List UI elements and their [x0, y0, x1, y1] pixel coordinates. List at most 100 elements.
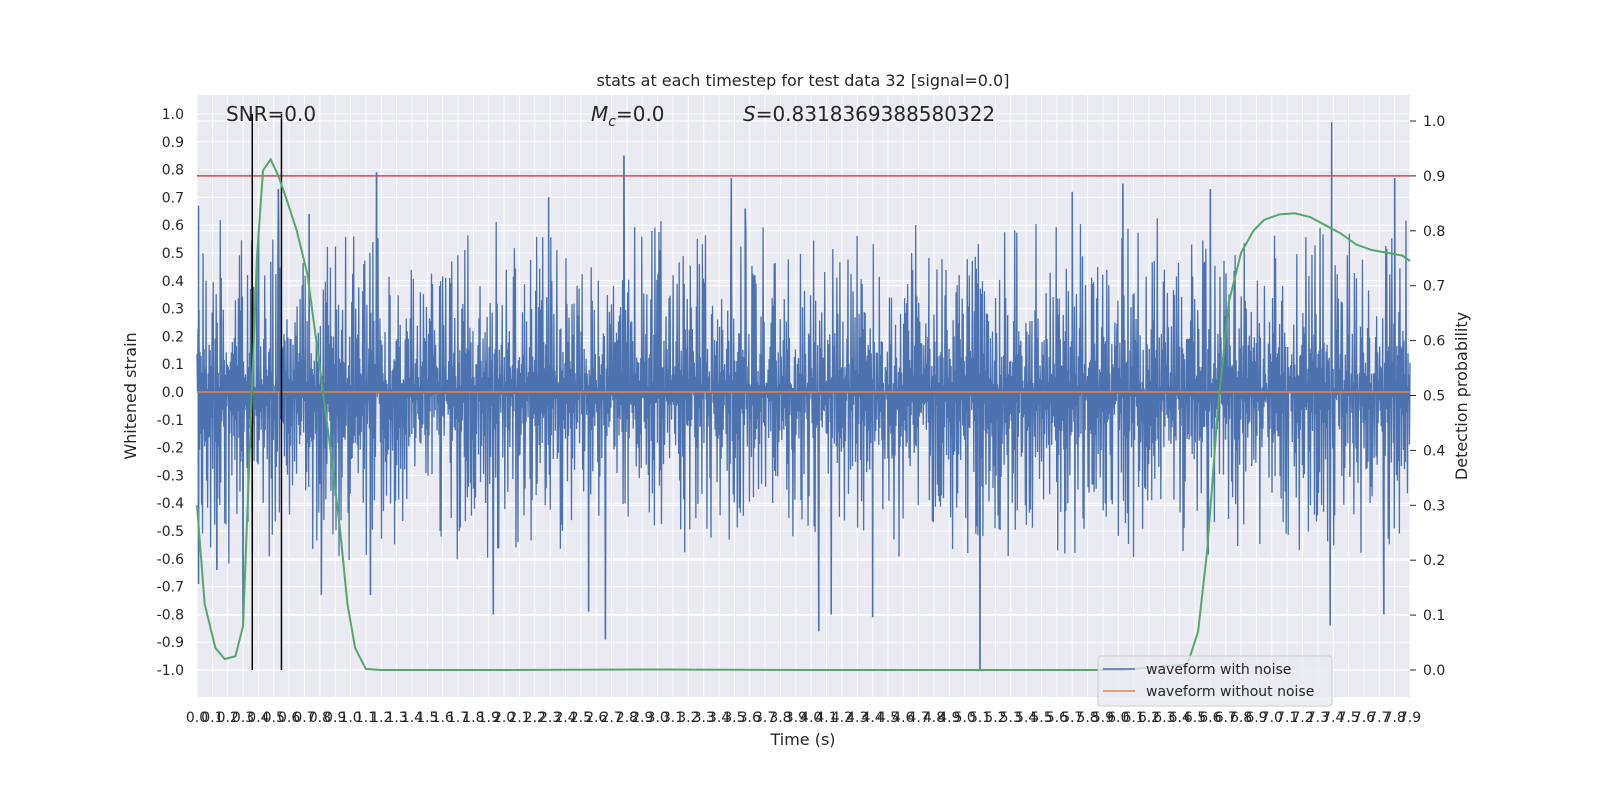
x-tick-label: 0.6 [278, 710, 300, 726]
x-tick-label: 4.8 [923, 710, 945, 726]
x-tick-label: 2.9 [631, 710, 653, 726]
x-tick-label: 4.9 [938, 710, 960, 726]
x-tick-label: 1.1 [355, 710, 377, 726]
right-y-tick-label: 0.9 [1423, 169, 1445, 185]
x-tick-label: 6.0 [1107, 710, 1129, 726]
x-tick-label: 0.4 [247, 710, 269, 726]
x-tick-label: 4.3 [846, 710, 868, 726]
x-tick-label: 2.3 [539, 710, 561, 726]
right-y-tick-label: 0.5 [1423, 389, 1445, 405]
y-tick-label: 1.0 [162, 107, 184, 123]
score-value: =0.8318369388580322 [756, 102, 995, 126]
y-tick-label: 0.6 [162, 218, 184, 234]
legend: waveform with noise waveform without noi… [1097, 655, 1333, 707]
x-tick-label: 5.8 [1076, 710, 1098, 726]
x-tick-label: 0.8 [309, 710, 331, 726]
x-tick-label: 4.4 [861, 710, 883, 726]
x-tick-label: 3.4 [708, 710, 730, 726]
y-tick-label: 0.1 [162, 357, 184, 373]
y-tick-label: 0.7 [162, 190, 184, 206]
right-y-tick-label: 0.6 [1423, 334, 1445, 350]
x-axis-label: Time (s) [769, 730, 835, 749]
x-tick-label: 2.0 [493, 710, 515, 726]
x-tick-label: 1.4 [401, 710, 423, 726]
x-tick-label: 2.2 [524, 710, 546, 726]
x-tick-label: 7.0 [1261, 710, 1283, 726]
right-y-tick-label: 0.1 [1423, 608, 1445, 624]
x-tick-label: 7.1 [1276, 710, 1298, 726]
right-y-tick-label: 1.0 [1423, 114, 1445, 130]
x-tick-label: 5.6 [1046, 710, 1068, 726]
x-tick-label: 7.8 [1384, 710, 1406, 726]
x-tick-label: 2.4 [554, 710, 576, 726]
x-tick-label: 1.7 [447, 710, 469, 726]
y-tick-label: -0.9 [157, 635, 184, 651]
probability-series [196, 157, 1411, 671]
x-tick-label: 2.6 [585, 710, 607, 726]
x-tick-label: 5.2 [984, 710, 1006, 726]
right-y-tick-label: 0.3 [1423, 498, 1445, 514]
x-tick-label: 3.1 [662, 710, 684, 726]
right-y-tick-label: 0.0 [1423, 663, 1445, 679]
x-tick-label: 3.3 [693, 710, 715, 726]
y-tick-label: -0.8 [157, 607, 184, 623]
x-tick-label: 0.5 [263, 710, 285, 726]
x-tick-label: 3.0 [647, 710, 669, 726]
x-tick-label: 6.1 [1122, 710, 1144, 726]
x-tick-label: 1.9 [478, 710, 500, 726]
x-tick-label: 7.3 [1307, 710, 1329, 726]
detection-probability-line [196, 157, 1411, 671]
left-y-ticks: 1.0 0.9 0.8 0.7 0.6 0.5 0.4 0.3 0.2 0.1 0.0 -0.1 -0.… [157, 107, 184, 679]
legend-label-clean: waveform without noise [1146, 684, 1314, 700]
x-tick-label: 4.2 [831, 710, 853, 726]
x-tick-label: 4.7 [908, 710, 930, 726]
x-tick-label: 6.3 [1153, 710, 1175, 726]
x-tick-label: 7.5 [1337, 710, 1359, 726]
x-tick-label: 0.3 [232, 710, 254, 726]
y-axis-label: Whitened strain [121, 332, 140, 459]
x-tick-label: 1.2 [370, 710, 392, 726]
score-symbol: S [743, 102, 756, 126]
legend-box [1097, 655, 1333, 707]
y-tick-label: -1.0 [157, 663, 184, 679]
chirp-mass-subscript: c [608, 114, 616, 130]
x-tick-label: 3.6 [739, 710, 761, 726]
x-tick-label: 7.6 [1353, 710, 1375, 726]
x-tick-label: 5.9 [1092, 710, 1114, 726]
right-y-tick-label: 0.8 [1423, 224, 1445, 240]
right-y-axis-label: Detection probability [1452, 312, 1471, 480]
chirp-mass-annotation: Mc=0.0 [591, 102, 665, 130]
x-tick-label: 4.0 [800, 710, 822, 726]
right-y-tick-label: 0.4 [1423, 443, 1445, 459]
x-tick-label: 0.2 [217, 710, 239, 726]
x-tick-label: 7.4 [1322, 710, 1344, 726]
x-tick-label: 6.8 [1230, 710, 1252, 726]
x-tick-label: 6.9 [1245, 710, 1267, 726]
y-tick-label: -0.4 [157, 496, 184, 512]
right-y-tick-label: 0.2 [1423, 553, 1445, 569]
snr-annotation: SNR=0.0 [226, 102, 316, 126]
y-tick-label: -0.6 [157, 552, 184, 568]
y-tick-label: 0.2 [162, 329, 184, 345]
x-tick-label: 2.8 [616, 710, 638, 726]
x-ticks: 0.00.10.20.30.40.50.60.70.80.91.01.11.21… [186, 710, 1421, 726]
x-tick-label: 2.5 [570, 710, 592, 726]
y-tick-label: -0.2 [157, 441, 184, 457]
x-tick-label: 1.8 [462, 710, 484, 726]
right-y-tick-label: 0.7 [1423, 279, 1445, 295]
y-tick-label: 0.4 [162, 274, 184, 290]
y-tick-label: -0.5 [157, 524, 184, 540]
x-tick-label: 7.7 [1368, 710, 1390, 726]
x-tick-label: 7.2 [1291, 710, 1313, 726]
x-tick-label: 3.2 [677, 710, 699, 726]
y-tick-label: 0.0 [162, 385, 184, 401]
x-tick-label: 1.0 [339, 710, 361, 726]
x-tick-label: 5.1 [969, 710, 991, 726]
x-tick-label: 6.7 [1215, 710, 1237, 726]
x-tick-label: 1.6 [432, 710, 454, 726]
x-tick-label: 5.3 [1000, 710, 1022, 726]
chirp-mass-value: =0.0 [616, 102, 665, 126]
x-tick-label: 5.0 [954, 710, 976, 726]
